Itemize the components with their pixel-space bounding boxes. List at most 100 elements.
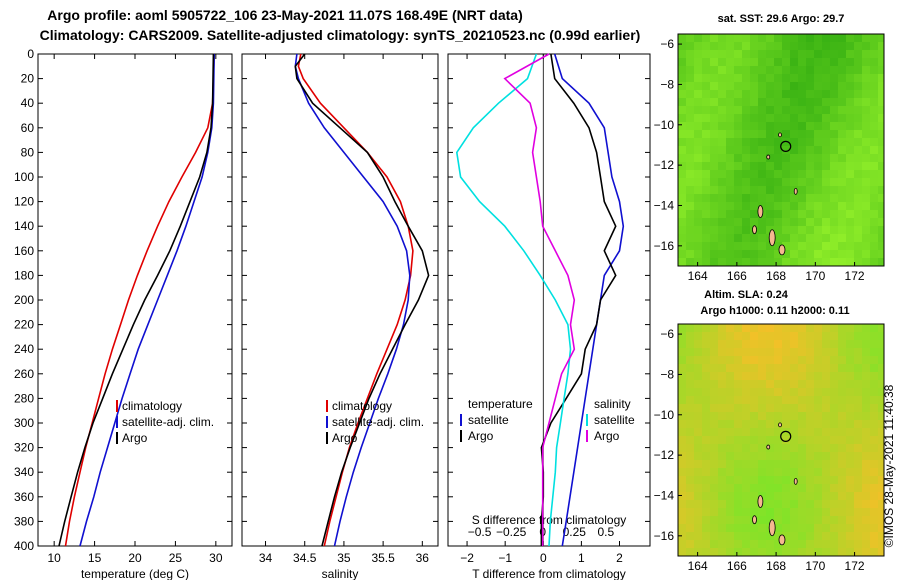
map-cell <box>838 444 846 452</box>
map-cell <box>870 356 878 364</box>
map-cell <box>790 250 798 258</box>
panel-temperature: 0204060801001201401601802002202402602803… <box>14 47 233 580</box>
map-cell <box>862 476 870 484</box>
map-cell <box>678 460 686 468</box>
y-tick-label: 100 <box>14 170 34 184</box>
map-cell <box>774 388 782 396</box>
x-tick-label: 15 <box>88 551 102 565</box>
map-cell <box>686 412 694 420</box>
legend-label: Argo <box>594 429 620 443</box>
map-cell <box>694 58 702 66</box>
map-cell <box>726 460 734 468</box>
map-cell <box>710 138 718 146</box>
map-cell <box>710 508 718 516</box>
map-cell <box>814 34 822 42</box>
map-cell <box>806 82 814 90</box>
map-cell <box>718 324 726 332</box>
map-cell <box>726 516 734 524</box>
map-cell <box>718 138 726 146</box>
map-cell <box>830 154 838 162</box>
map-cell <box>710 428 718 436</box>
map-title: Altim. SLA: 0.24 <box>704 289 789 301</box>
series-line-climatology <box>64 53 215 547</box>
x-axis-label: salinity <box>322 567 359 580</box>
map-cell <box>678 428 686 436</box>
map-cell <box>758 364 766 372</box>
map-cell <box>814 420 822 428</box>
map-cell <box>742 436 750 444</box>
map-cell <box>718 50 726 58</box>
map-cell <box>782 348 790 356</box>
map-cell <box>838 154 846 162</box>
map-cell <box>846 154 854 162</box>
map-cell <box>718 90 726 98</box>
map-cell <box>798 114 806 122</box>
map-cell <box>846 404 854 412</box>
map-cell <box>814 468 822 476</box>
map-cell <box>750 90 758 98</box>
map-cell <box>702 194 710 202</box>
map-cell <box>718 250 726 258</box>
map-cell <box>806 420 814 428</box>
map-cell <box>774 524 782 532</box>
map-cell <box>854 412 862 420</box>
map-cell <box>774 348 782 356</box>
map-cell <box>806 234 814 242</box>
map-cell <box>838 202 846 210</box>
map-cell <box>870 82 878 90</box>
map-cell <box>710 524 718 532</box>
map-cell <box>798 82 806 90</box>
map-cell <box>790 348 798 356</box>
map-cell <box>798 98 806 106</box>
map-cell <box>790 146 798 154</box>
map-cell <box>822 468 830 476</box>
map-cell <box>678 34 686 42</box>
map-cell <box>758 178 766 186</box>
map-cell <box>830 186 838 194</box>
map-cell <box>742 106 750 114</box>
map-cell <box>678 484 686 492</box>
x2-tick-label: −0.25 <box>496 525 527 539</box>
map-cell <box>814 130 822 138</box>
map-cell <box>694 428 702 436</box>
y-tick-label: 340 <box>14 465 34 479</box>
map-cell <box>710 42 718 50</box>
map-cell <box>838 42 846 50</box>
map-cell <box>870 122 878 130</box>
map-cell <box>750 452 758 460</box>
island-shape <box>768 519 776 537</box>
map-cell <box>814 476 822 484</box>
map-cell <box>830 162 838 170</box>
map-cell <box>822 524 830 532</box>
map-cell <box>822 162 830 170</box>
map-cell <box>798 218 806 226</box>
map-cell <box>750 484 758 492</box>
map-cell <box>686 484 694 492</box>
map-cell <box>726 250 734 258</box>
map-cell <box>726 500 734 508</box>
map-cell <box>742 372 750 380</box>
map-cell <box>798 50 806 58</box>
map-cell <box>750 500 758 508</box>
x2-axis-label: S difference from climatology <box>472 513 627 527</box>
map-cell <box>678 356 686 364</box>
map-cell <box>878 122 884 130</box>
map-cell <box>798 324 806 332</box>
map-cell <box>686 170 694 178</box>
map-cell <box>830 348 838 356</box>
map-cell <box>878 332 884 340</box>
map-cell <box>798 138 806 146</box>
map-cell <box>830 540 838 548</box>
map-cell <box>806 460 814 468</box>
map-cell <box>798 340 806 348</box>
map-cell <box>806 340 814 348</box>
map-cell <box>686 348 694 356</box>
map-cell <box>870 396 878 404</box>
map-cell <box>870 516 878 524</box>
map-cell <box>742 420 750 428</box>
map-cell <box>710 122 718 130</box>
map-cell <box>758 194 766 202</box>
map-cell <box>854 178 862 186</box>
map-cell <box>758 540 766 548</box>
